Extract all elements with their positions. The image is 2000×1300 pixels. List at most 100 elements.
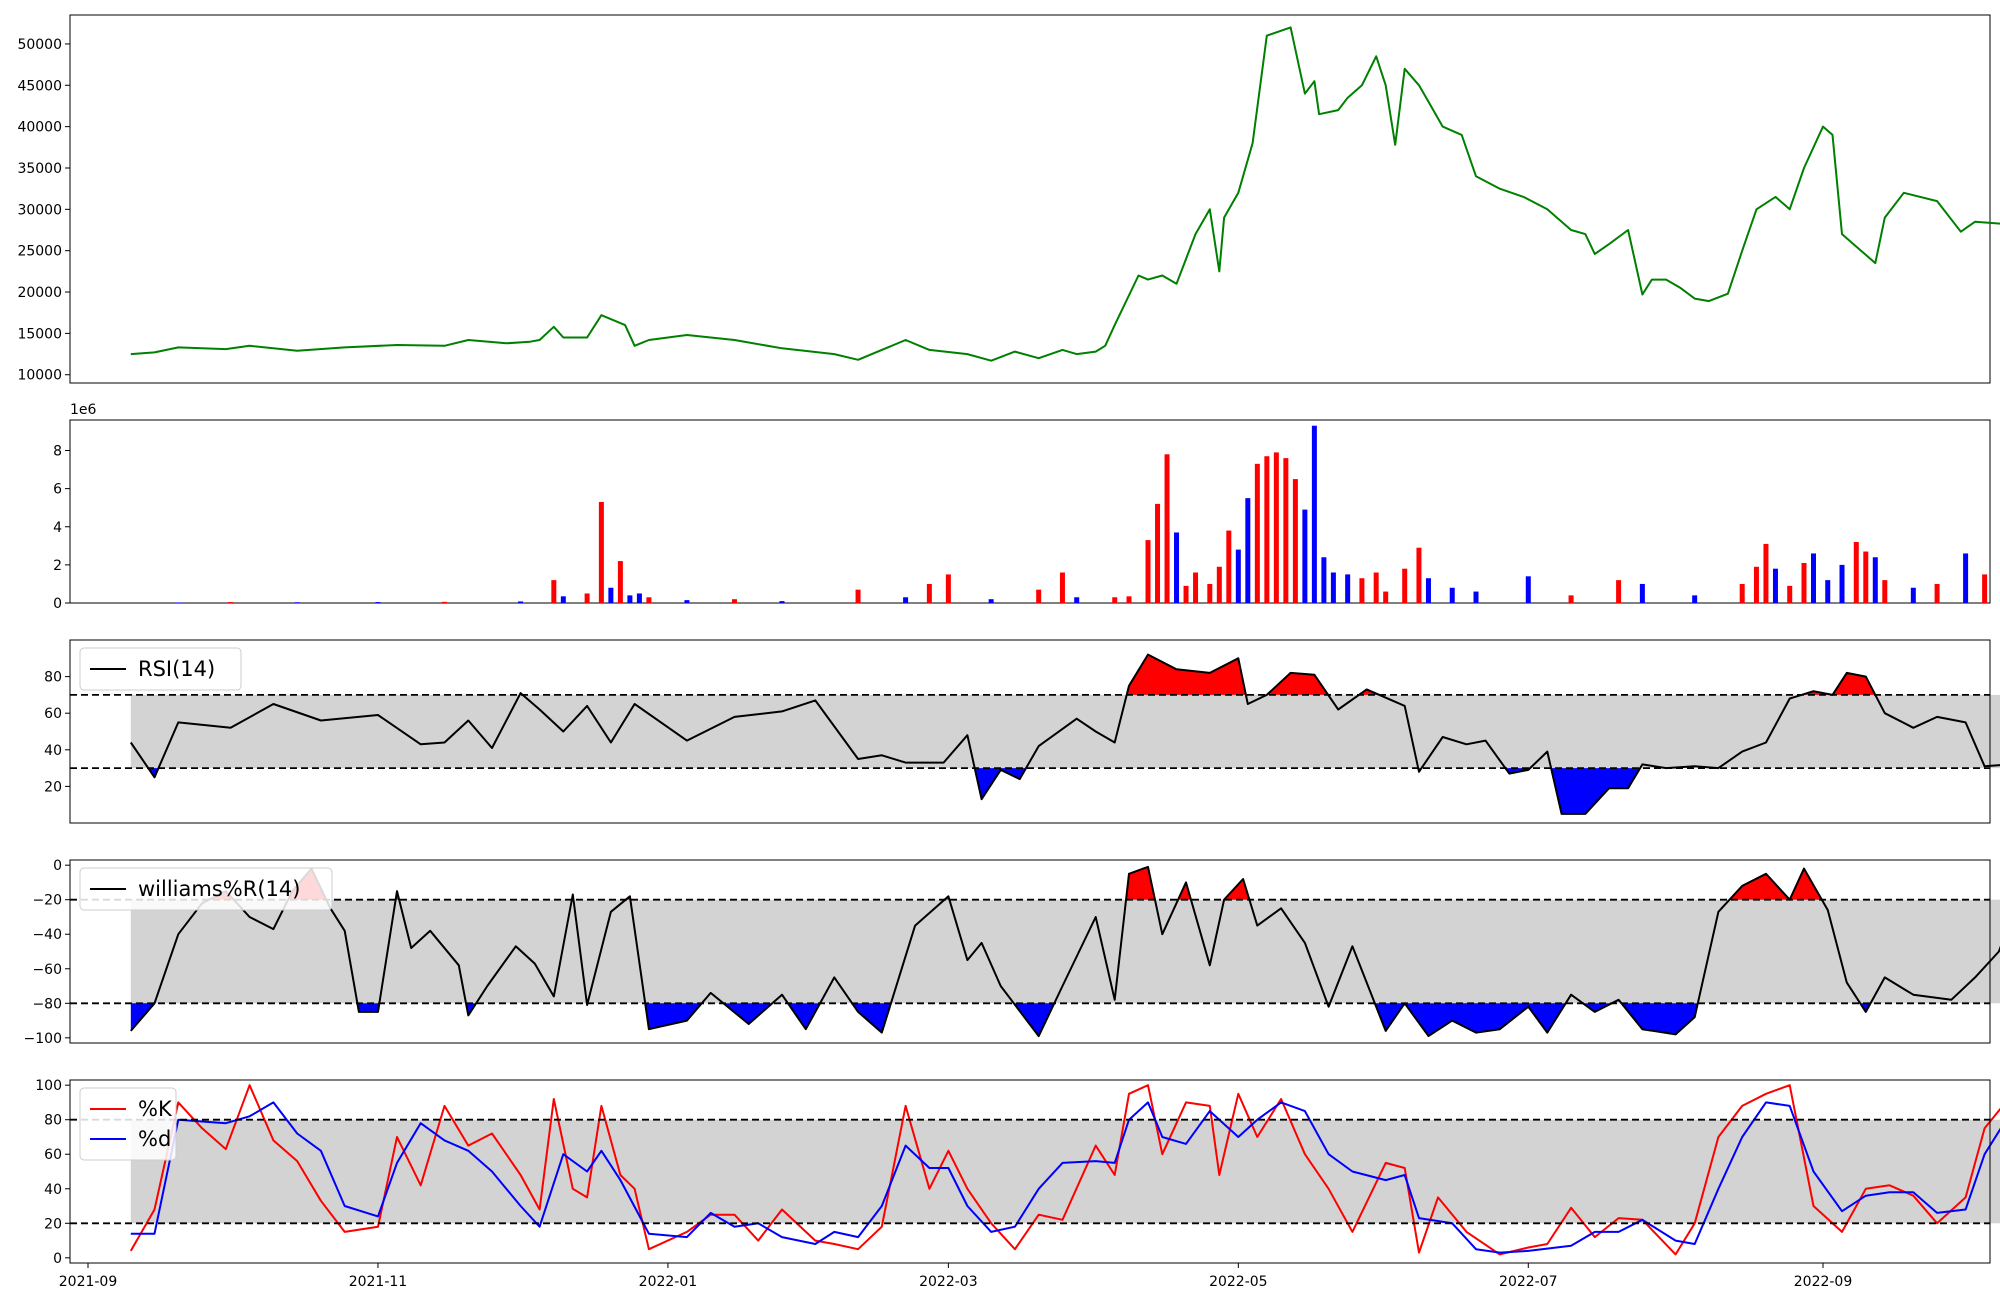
- legend-label: %K: [138, 1097, 173, 1121]
- ytick-label: −20: [32, 893, 62, 909]
- ytick-label: 35000: [17, 161, 62, 177]
- volume-bar: [1226, 530, 1232, 603]
- ytick-label: 30000: [17, 202, 62, 218]
- volume-bar: [1616, 580, 1622, 603]
- ytick-label: 25000: [17, 244, 62, 260]
- volume-bar: [1145, 540, 1151, 603]
- volume-scale-label: 1e6: [70, 402, 97, 418]
- oversold-fill: [357, 1003, 380, 1012]
- volume-bar: [1449, 587, 1455, 603]
- volume-bar: [1753, 566, 1759, 603]
- volume-bar: [1982, 574, 1988, 603]
- oversold-fill: [1404, 1003, 1566, 1037]
- volume-bar: [551, 580, 557, 603]
- ytick-label: 4: [53, 520, 62, 536]
- volume-bar: [1863, 551, 1869, 603]
- overbought-fill: [1729, 873, 1790, 900]
- volume-bar: [1155, 503, 1161, 603]
- ytick-label: 45000: [17, 78, 62, 94]
- volume-bar: [1882, 580, 1888, 603]
- oversold-fill: [723, 1003, 773, 1024]
- ytick-label: 40: [44, 743, 62, 759]
- volume-bar: [584, 593, 590, 603]
- volume-bar: [1207, 583, 1213, 603]
- oversold-fill: [1013, 1003, 1055, 1037]
- volume-bar: [1283, 458, 1289, 603]
- volume-bar: [228, 602, 234, 603]
- volume-bar: [646, 597, 652, 603]
- volume-bar: [1126, 596, 1132, 603]
- volume-bar: [684, 600, 690, 603]
- xtick-label: 2021-11: [349, 1274, 408, 1290]
- overbought-fill: [1832, 672, 1876, 695]
- ytick-label: 20000: [17, 285, 62, 301]
- volume-bar: [1383, 591, 1389, 603]
- ytick-label: 50000: [17, 37, 62, 53]
- stoch-d-line: [130, 1101, 2000, 1254]
- volume-bar: [1763, 543, 1769, 603]
- volume-panel: 0 2 4 6 8 1e6: [53, 402, 1991, 612]
- legend-box: [79, 647, 242, 691]
- volume-bar: [294, 602, 300, 603]
- volume-bar: [1772, 568, 1778, 603]
- volume-bar: [1183, 585, 1189, 603]
- oversold-fill: [787, 1003, 820, 1030]
- volume-bar: [608, 587, 614, 603]
- ytick-label: 0: [53, 858, 62, 874]
- oversold-fill: [1551, 768, 1641, 814]
- panel-0-frame: [69, 14, 1991, 384]
- panel-1-frame: [69, 419, 1991, 604]
- xtick-label: 2022-05: [1209, 1274, 1268, 1290]
- volume-bar: [988, 599, 994, 603]
- volume-bar: [1839, 564, 1845, 603]
- xtick-label: 2022-07: [1499, 1274, 1558, 1290]
- ytick-label: 40000: [17, 120, 62, 136]
- ytick-label: 60: [44, 706, 62, 722]
- volume-bar: [1810, 553, 1816, 603]
- overbought-fill: [1126, 654, 1246, 695]
- ytick-label: 80: [44, 1113, 62, 1129]
- volume-bar: [1359, 578, 1365, 603]
- volume-bar: [1402, 568, 1408, 603]
- volume-bar: [1825, 580, 1831, 603]
- oversold-fill: [974, 768, 1026, 800]
- ytick-label: 100: [35, 1078, 62, 1094]
- overbought-fill: [1266, 672, 1329, 695]
- stoch-k-line: [129, 1084, 2000, 1256]
- volume-bar: [1910, 587, 1916, 603]
- xtick-label: 2022-01: [639, 1274, 698, 1290]
- panel-3-frame: [69, 859, 1991, 1044]
- volume-bar: [1264, 456, 1270, 603]
- volume-bar: [1311, 425, 1317, 603]
- neutral-band: [130, 899, 2000, 1004]
- xtick-label: 2022-09: [1794, 1274, 1853, 1290]
- volume-bar: [627, 595, 633, 603]
- ytick-label: 8: [53, 444, 62, 460]
- volume-bar: [1473, 591, 1479, 603]
- volume-bar: [1302, 509, 1308, 603]
- panel-2-frame: [69, 639, 1991, 824]
- legend-label: williams%R(14): [138, 877, 300, 901]
- volume-bar: [1164, 454, 1170, 603]
- oversold-fill: [1374, 1003, 1405, 1031]
- volume-bar: [442, 601, 448, 603]
- volume-bar: [731, 599, 737, 603]
- oversold-fill: [645, 1003, 702, 1030]
- volume-bar: [1872, 557, 1878, 603]
- volume-bar: [1568, 595, 1574, 603]
- volume-bar: [1525, 576, 1531, 603]
- volume-bar: [1254, 463, 1260, 603]
- volume-bar: [1174, 532, 1180, 603]
- volume-bar: [1963, 553, 1969, 603]
- rsi-panel: 20 40 60 80 RSI(14): [44, 639, 2000, 824]
- volume-bar: [560, 596, 566, 603]
- price-panel: 10000 15000 20000 25000 30000 35000 40000 45000…: [17, 14, 2000, 384]
- volume-bar: [1787, 585, 1793, 603]
- stochastic-panel: 0 20 40 60 80 100 %K %d 2021-09 2021-11 2022-01 202…: [35, 1078, 2000, 1290]
- volume-bar: [617, 561, 623, 603]
- volume-bar: [1235, 549, 1241, 603]
- volume-bar: [1216, 566, 1222, 603]
- volume-bar: [518, 601, 524, 603]
- neutral-band: [130, 694, 2000, 769]
- volume-bar: [1739, 583, 1745, 603]
